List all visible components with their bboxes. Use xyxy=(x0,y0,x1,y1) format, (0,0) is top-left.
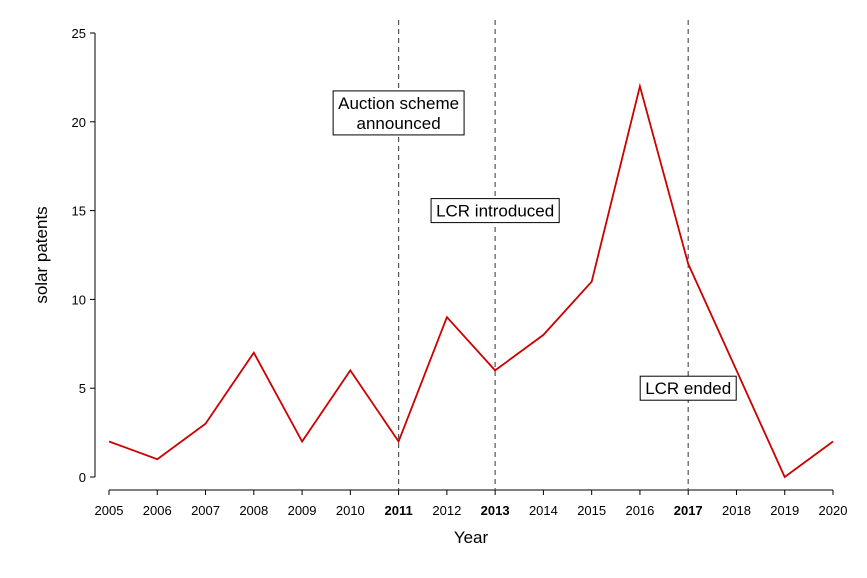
annotation-box: LCR introduced xyxy=(431,199,559,223)
x-tick-label: 2014 xyxy=(529,503,558,518)
annotation-text: announced xyxy=(357,114,441,133)
y-tick-label: 5 xyxy=(79,381,86,396)
x-tick-label: 2005 xyxy=(95,503,124,518)
x-tick-label: 2016 xyxy=(625,503,654,518)
series-line xyxy=(109,86,833,477)
x-tick-label: 2018 xyxy=(722,503,751,518)
x-tick-label: 2020 xyxy=(819,503,848,518)
x-ticks: 2005 2006 2007 2008 2009 2010 2011 2012 2013 2014… xyxy=(95,490,848,518)
y-tick-label: 0 xyxy=(79,470,86,485)
x-tick-label: 2017 xyxy=(674,503,703,518)
x-tick-label: 2015 xyxy=(577,503,606,518)
x-tick-label: 2012 xyxy=(432,503,461,518)
y-axis-title: solar patents xyxy=(32,206,51,303)
annotation-box: Auction schemeannounced xyxy=(333,91,464,135)
x-tick-label: 2009 xyxy=(288,503,317,518)
x-tick-label: 2008 xyxy=(239,503,268,518)
x-tick-label: 2013 xyxy=(481,503,510,518)
y-tick-label: 15 xyxy=(72,204,86,219)
x-tick-label: 2007 xyxy=(191,503,220,518)
annotation-text: LCR ended xyxy=(645,379,731,398)
y-ticks: 0 5 10 15 20 25 xyxy=(72,26,95,485)
x-tick-label: 2010 xyxy=(336,503,365,518)
x-tick-label: 2011 xyxy=(384,503,412,518)
y-tick-label: 20 xyxy=(72,115,86,130)
y-tick-label: 10 xyxy=(72,292,86,307)
annotations: Auction schemeannounced LCR introduced LCR… xyxy=(333,91,736,400)
x-axis-title: Year xyxy=(454,528,489,547)
y-tick-label: 25 xyxy=(72,26,86,41)
annotation-text: LCR introduced xyxy=(436,202,554,221)
series-layer xyxy=(109,86,833,477)
annotation-box: LCR ended xyxy=(640,376,736,400)
x-tick-label: 2019 xyxy=(770,503,799,518)
annotation-text: Auction scheme xyxy=(338,94,459,113)
x-tick-label: 2006 xyxy=(143,503,172,518)
